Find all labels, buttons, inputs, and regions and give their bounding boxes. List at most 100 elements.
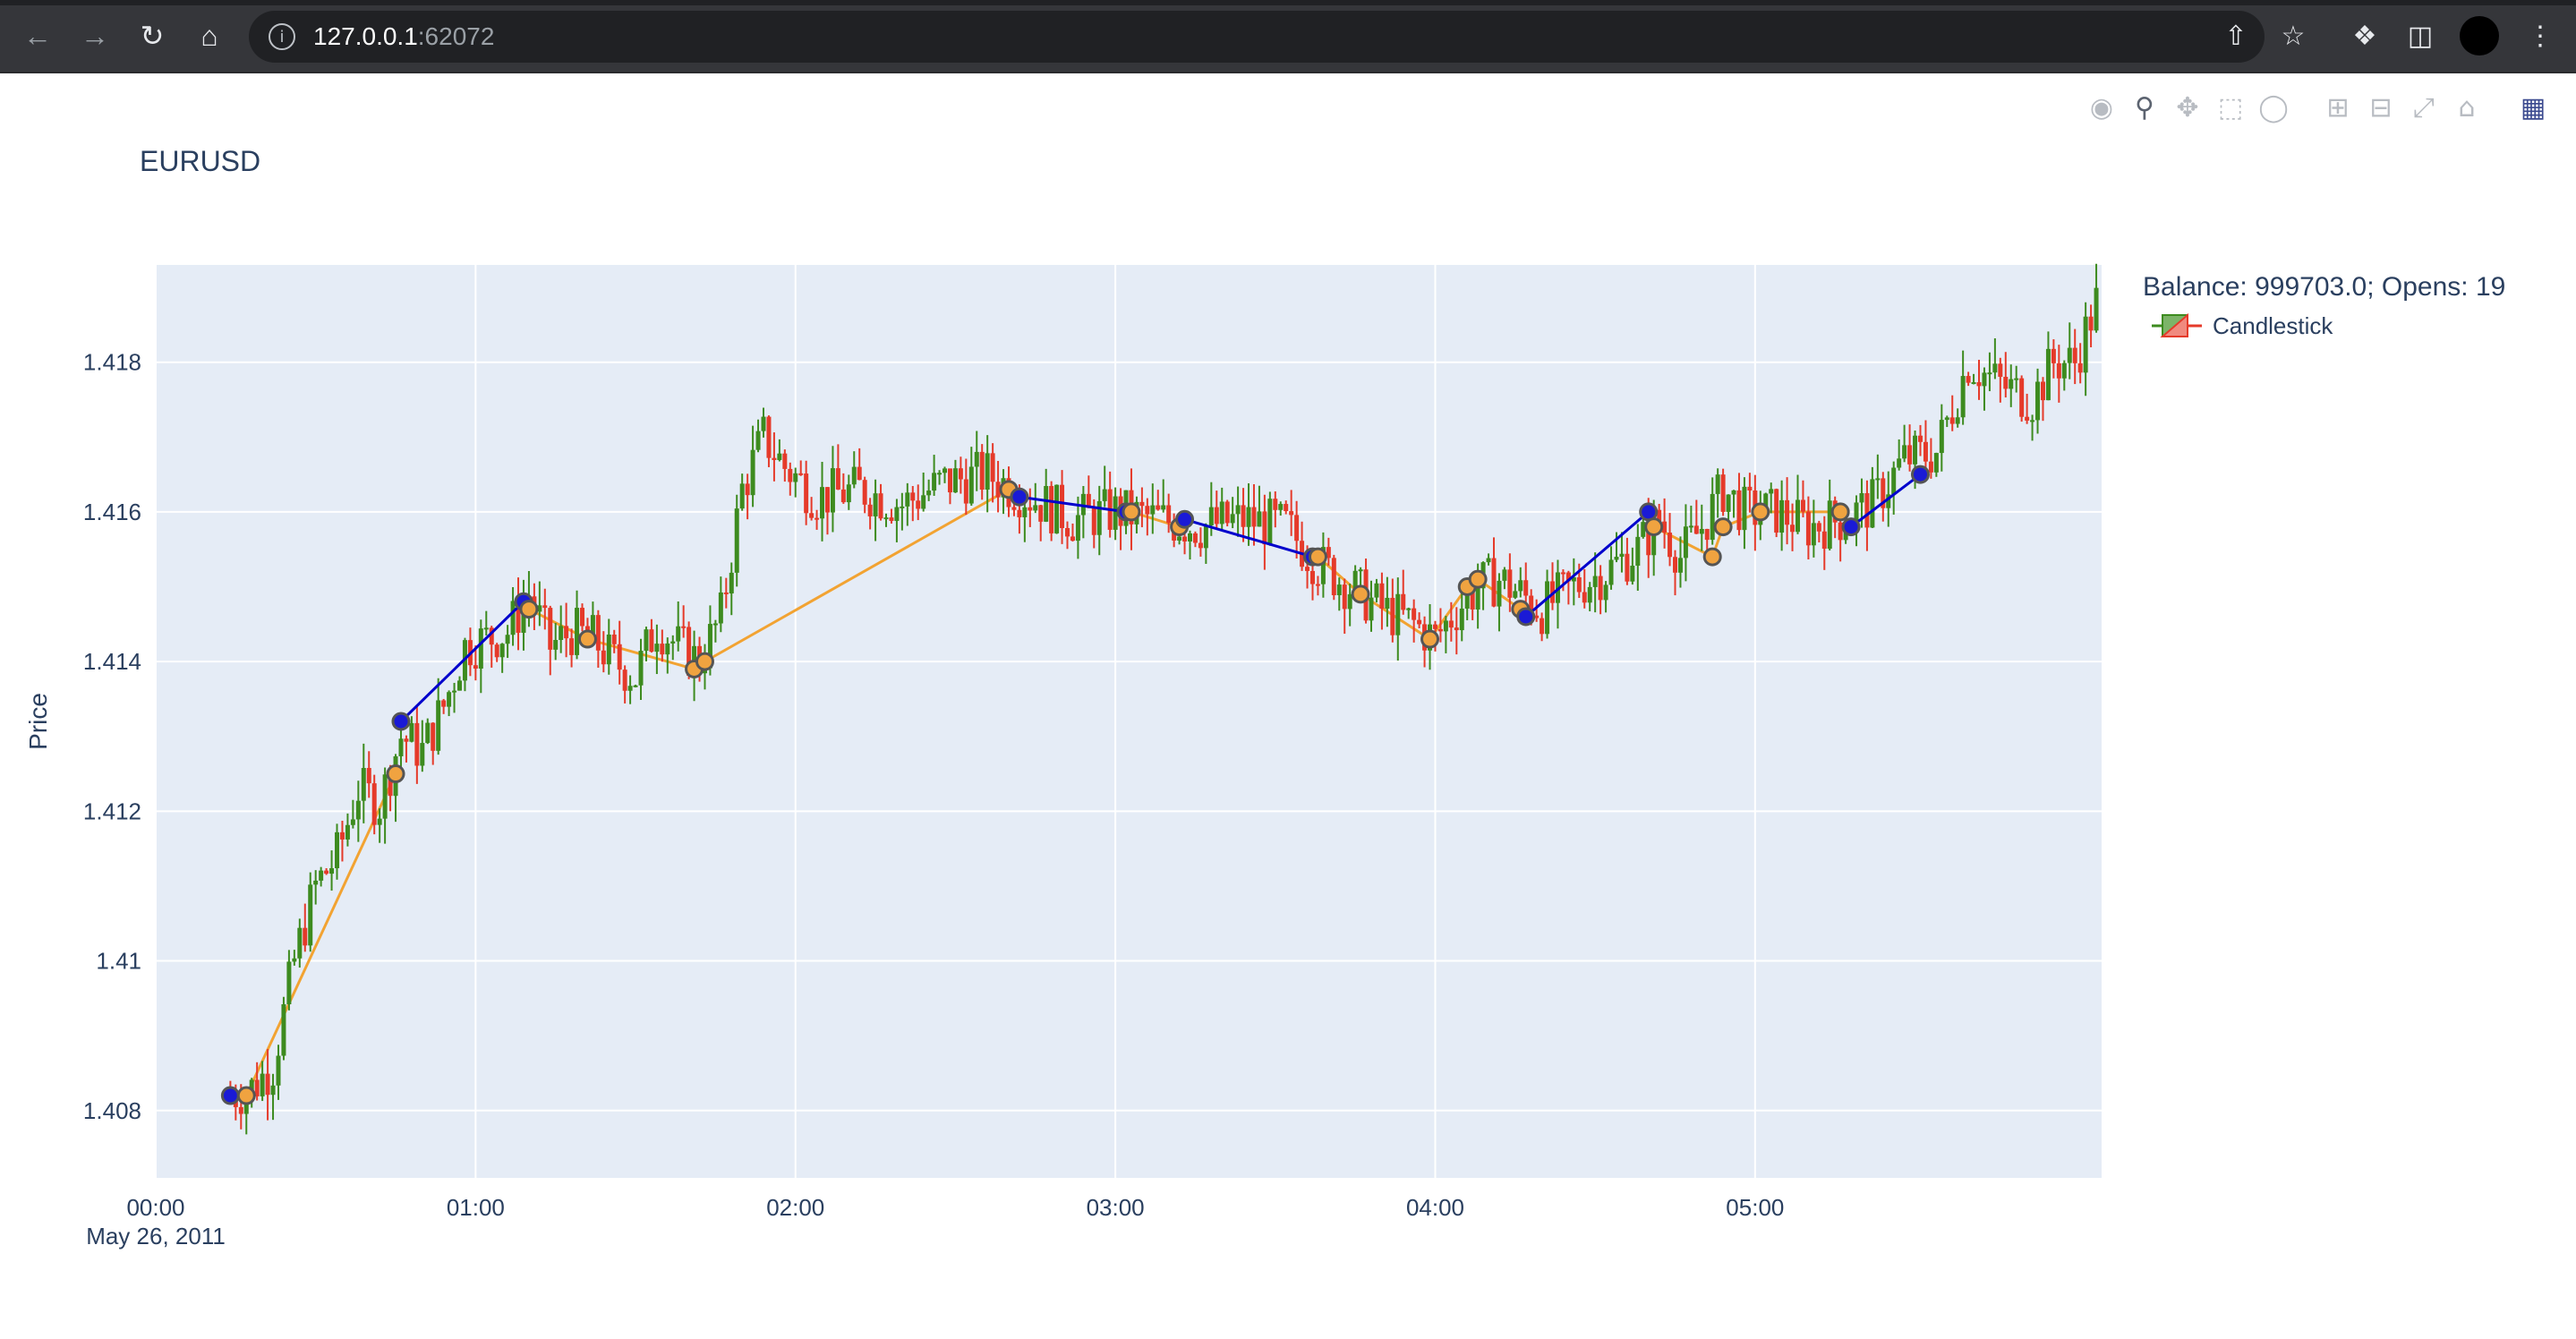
candle-body[interactable]	[670, 641, 676, 644]
trade-marker[interactable]	[1841, 517, 1861, 537]
candle-body[interactable]	[1779, 499, 1785, 533]
candle-body[interactable]	[1960, 376, 1966, 418]
trade-marker[interactable]	[220, 1086, 240, 1105]
candle-body[interactable]	[633, 685, 638, 687]
reset-axes-icon[interactable]: ⌂	[2458, 91, 2476, 124]
candle-body[interactable]	[1080, 493, 1086, 516]
candle-body[interactable]	[548, 608, 553, 650]
candle-body[interactable]	[2030, 420, 2035, 422]
candle-body[interactable]	[2035, 381, 2041, 421]
candle-body[interactable]	[1075, 515, 1080, 542]
candle-body[interactable]	[1401, 593, 1406, 610]
candle-body[interactable]	[1070, 536, 1075, 542]
candle-body[interactable]	[1625, 553, 1630, 582]
bookmark-star-icon[interactable]: ☆	[2281, 21, 2306, 51]
candle-body[interactable]	[2045, 348, 2051, 401]
candle-body[interactable]	[723, 592, 729, 594]
candle-body[interactable]	[968, 466, 974, 504]
candle-body[interactable]	[1267, 499, 1273, 545]
candle-body[interactable]	[1608, 559, 1614, 585]
candle-body[interactable]	[238, 1106, 243, 1114]
candle-body[interactable]	[516, 601, 521, 633]
candle-body[interactable]	[569, 638, 575, 655]
candle-body[interactable]	[1843, 530, 1848, 541]
candle-body[interactable]	[510, 601, 516, 635]
candle-body[interactable]	[1309, 570, 1315, 584]
candle-body[interactable]	[564, 626, 569, 639]
candle-body[interactable]	[1646, 522, 1651, 556]
candle-body[interactable]	[1582, 592, 1587, 603]
trade-marker[interactable]	[1010, 487, 1029, 507]
candle-body[interactable]	[883, 517, 889, 520]
candle-body[interactable]	[1992, 363, 1998, 373]
candle-body[interactable]	[1257, 511, 1262, 527]
candle-body[interactable]	[1619, 553, 1625, 558]
candle-body[interactable]	[1033, 505, 1038, 511]
candle-body[interactable]	[1224, 501, 1230, 524]
candle-body[interactable]	[1251, 507, 1257, 527]
candle-body[interactable]	[1187, 533, 1192, 542]
candle-body[interactable]	[1320, 547, 1326, 584]
candle-body[interactable]	[1054, 484, 1060, 533]
candle-body[interactable]	[2014, 378, 2019, 380]
candle-body[interactable]	[820, 487, 825, 519]
candle-body[interactable]	[1949, 417, 1955, 424]
candle-body[interactable]	[1928, 461, 1933, 473]
candle-body[interactable]	[660, 644, 665, 655]
candle-body[interactable]	[1545, 581, 1550, 635]
candle-body[interactable]	[745, 483, 750, 496]
zoom-in-icon[interactable]: ⊞	[2326, 91, 2350, 124]
candle-body[interactable]	[943, 468, 948, 473]
candle-body[interactable]	[1513, 591, 1518, 598]
extensions-puzzle-icon[interactable]: ❖	[2352, 21, 2377, 51]
trade-marker[interactable]	[1644, 517, 1664, 537]
candle-body[interactable]	[286, 961, 292, 1005]
candle-body[interactable]	[1406, 608, 1412, 610]
address-bar[interactable]: i 127.0.0.1:62072	[249, 11, 2265, 63]
pan-icon[interactable]: ✥	[2176, 91, 2199, 124]
candle-body[interactable]	[857, 466, 862, 481]
candle-body[interactable]	[1907, 445, 1913, 465]
candle-body[interactable]	[1011, 507, 1017, 510]
candle-body[interactable]	[1699, 528, 1704, 534]
candle-body[interactable]	[1540, 618, 1545, 635]
candle-body[interactable]	[1875, 478, 1881, 481]
candle-body[interactable]	[590, 615, 595, 636]
candle-body[interactable]	[1379, 583, 1385, 610]
candle-body[interactable]	[851, 466, 857, 485]
candle-body[interactable]	[1518, 580, 1523, 592]
candle-body[interactable]	[611, 634, 617, 644]
trade-marker[interactable]	[1713, 517, 1733, 537]
candle-body[interactable]	[1800, 499, 1805, 512]
candle-body[interactable]	[1592, 576, 1598, 587]
candle-body[interactable]	[729, 572, 734, 594]
candle-body[interactable]	[1161, 505, 1166, 510]
candle-body[interactable]	[414, 722, 420, 766]
candle-body[interactable]	[1854, 502, 1859, 525]
candle-body[interactable]	[1507, 569, 1513, 598]
reload-icon[interactable]: ↻	[140, 20, 165, 52]
candle-body[interactable]	[1870, 479, 1875, 528]
candle-body[interactable]	[654, 644, 660, 652]
candle-body[interactable]	[1113, 496, 1118, 530]
candle-body[interactable]	[718, 592, 723, 624]
candle-body[interactable]	[1976, 382, 1982, 387]
trade-marker[interactable]	[695, 652, 714, 671]
candle-body[interactable]	[1838, 522, 1843, 541]
candle-body[interactable]	[2009, 379, 2014, 389]
trade-marker[interactable]	[1175, 509, 1195, 529]
candle-body[interactable]	[319, 870, 324, 881]
candle-body[interactable]	[1273, 499, 1278, 510]
candle-body[interactable]	[932, 473, 937, 491]
trade-marker[interactable]	[1308, 547, 1327, 567]
candle-body[interactable]	[937, 473, 943, 475]
candle-body[interactable]	[1347, 593, 1352, 610]
candle-body[interactable]	[324, 870, 329, 874]
candle-body[interactable]	[824, 487, 830, 513]
candle-body[interactable]	[1982, 372, 1987, 387]
candle-body[interactable]	[622, 670, 627, 691]
candle-body[interactable]	[1475, 588, 1480, 610]
candle-body[interactable]	[1502, 569, 1507, 581]
candle-body[interactable]	[542, 605, 548, 609]
candle-body[interactable]	[1944, 417, 1949, 421]
